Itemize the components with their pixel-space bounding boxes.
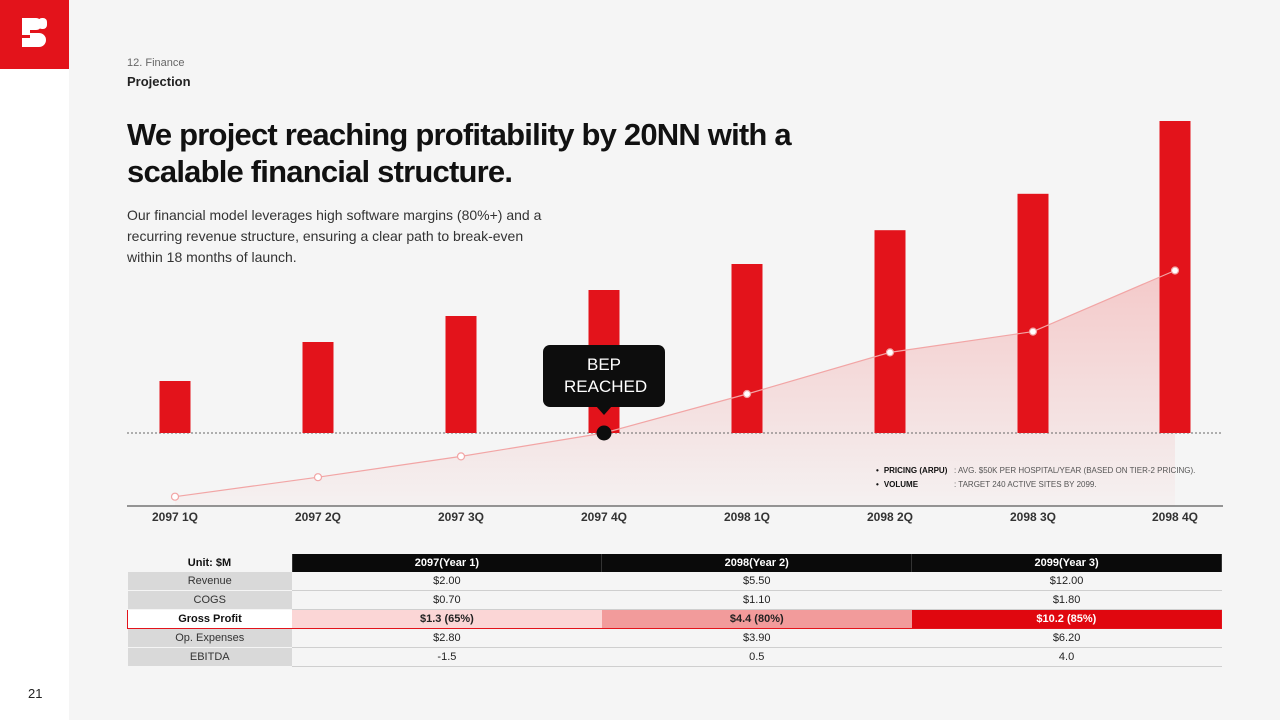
profit-point — [742, 389, 752, 399]
x-tick-label: 2097 2Q — [295, 510, 341, 524]
table-cell: $1.80 — [911, 590, 1222, 610]
profit-area — [175, 270, 1175, 506]
bep-callout-text: BEP REACHED — [564, 355, 648, 396]
table-cell: $3.90 — [601, 628, 912, 648]
profit-point — [456, 452, 466, 461]
column-header: 2098(Year 2) — [601, 554, 913, 572]
profit-point — [313, 473, 323, 482]
profit-line — [174, 269, 1176, 498]
note-key: PRICING (ARPU) — [876, 464, 954, 478]
revenue-bar — [1159, 121, 1191, 433]
table-cell: $10.2 (85%) — [911, 609, 1222, 629]
table-cell: $0.70 — [292, 590, 602, 610]
table-row: COGS $0.70 $1.10 $1.80 — [127, 590, 1222, 610]
x-tick-label: 2098 4Q — [1152, 510, 1198, 524]
assumption-notes: PRICING (ARPU) : AVG. $50K PER HOSPITAL/… — [876, 464, 1196, 492]
headline: We project reaching profitability by 20N… — [127, 117, 792, 189]
revenue-bar — [159, 381, 191, 433]
page-number: 21 — [28, 686, 43, 701]
note-text: : AVG. $50K PER HOSPITAL/YEAR (BASED ON … — [954, 466, 1196, 475]
brand-logo — [0, 0, 69, 69]
x-tick-label: 2098 3Q — [1010, 510, 1056, 524]
column-header: 2099(Year 3) — [911, 554, 1222, 572]
bep-callout: BEP REACHED — [543, 345, 665, 415]
profit-point — [1028, 327, 1038, 336]
x-tick-label: 2097 3Q — [438, 510, 484, 524]
table-cell: $2.00 — [292, 572, 602, 591]
table-row: EBITDA -1.5 0.5 4.0 — [127, 647, 1222, 667]
table-row: Op. Expenses $2.80 $3.90 $6.20 — [127, 628, 1222, 648]
subsection-label: Projection — [127, 74, 191, 89]
table-cell: $2.80 — [292, 628, 602, 648]
x-tick-label: 2097 1Q — [152, 510, 198, 524]
row-label: Gross Profit — [127, 609, 292, 629]
row-label: COGS — [127, 590, 292, 610]
revenue-bar — [302, 342, 334, 433]
financial-table: Unit: $M 2097(Year 1) 2098(Year 2) 2099(… — [127, 554, 1222, 667]
row-label: Op. Expenses — [127, 628, 292, 648]
table-cell: -1.5 — [292, 647, 602, 667]
section-label: 12. Finance — [127, 57, 185, 69]
table-cell: $5.50 — [601, 572, 912, 591]
x-tick-label: 2098 2Q — [867, 510, 913, 524]
revenue-bar — [874, 230, 906, 433]
column-header: 2097(Year 1) — [292, 554, 603, 572]
table-cell: 4.0 — [911, 647, 1222, 667]
revenue-bar — [445, 316, 477, 433]
row-label: Revenue — [127, 572, 292, 591]
description: Our financial model leverages high softw… — [127, 207, 542, 265]
profit-point — [170, 492, 180, 501]
table-cell: $1.3 (65%) — [292, 609, 602, 629]
left-rail: 21 — [0, 0, 69, 720]
x-tick-label: 2097 4Q — [581, 510, 627, 524]
note-text: : TARGET 240 ACTIVE SITES BY 2099. — [954, 480, 1097, 489]
logo-icon — [22, 18, 47, 47]
table-row: Revenue $2.00 $5.50 $12.00 — [127, 572, 1222, 591]
table-cell: $4.4 (80%) — [601, 609, 912, 629]
revenue-bar — [1017, 193, 1049, 433]
table-row-highlight: Gross Profit $1.3 (65%) $4.4 (80%) $10.2… — [127, 609, 1222, 629]
row-label: EBITDA — [127, 647, 292, 667]
table-cell: $1.10 — [601, 590, 912, 610]
x-tick-label: 2098 1Q — [724, 510, 770, 524]
profit-point — [885, 348, 895, 357]
bep-point — [596, 425, 612, 441]
note-key: VOLUME — [876, 478, 954, 492]
profit-point — [1170, 266, 1180, 275]
revenue-bar — [731, 264, 763, 433]
note-row: VOLUME : TARGET 240 ACTIVE SITES BY 2099… — [876, 478, 1195, 492]
table-header-row: Unit: $M 2097(Year 1) 2098(Year 2) 2099(… — [127, 554, 1222, 572]
table-cell: 0.5 — [601, 647, 912, 667]
unit-label: Unit: $M — [127, 554, 293, 572]
table-cell: $6.20 — [911, 628, 1222, 648]
note-row: PRICING (ARPU) : AVG. $50K PER HOSPITAL/… — [876, 464, 1196, 478]
table-cell: $12.00 — [911, 572, 1222, 591]
